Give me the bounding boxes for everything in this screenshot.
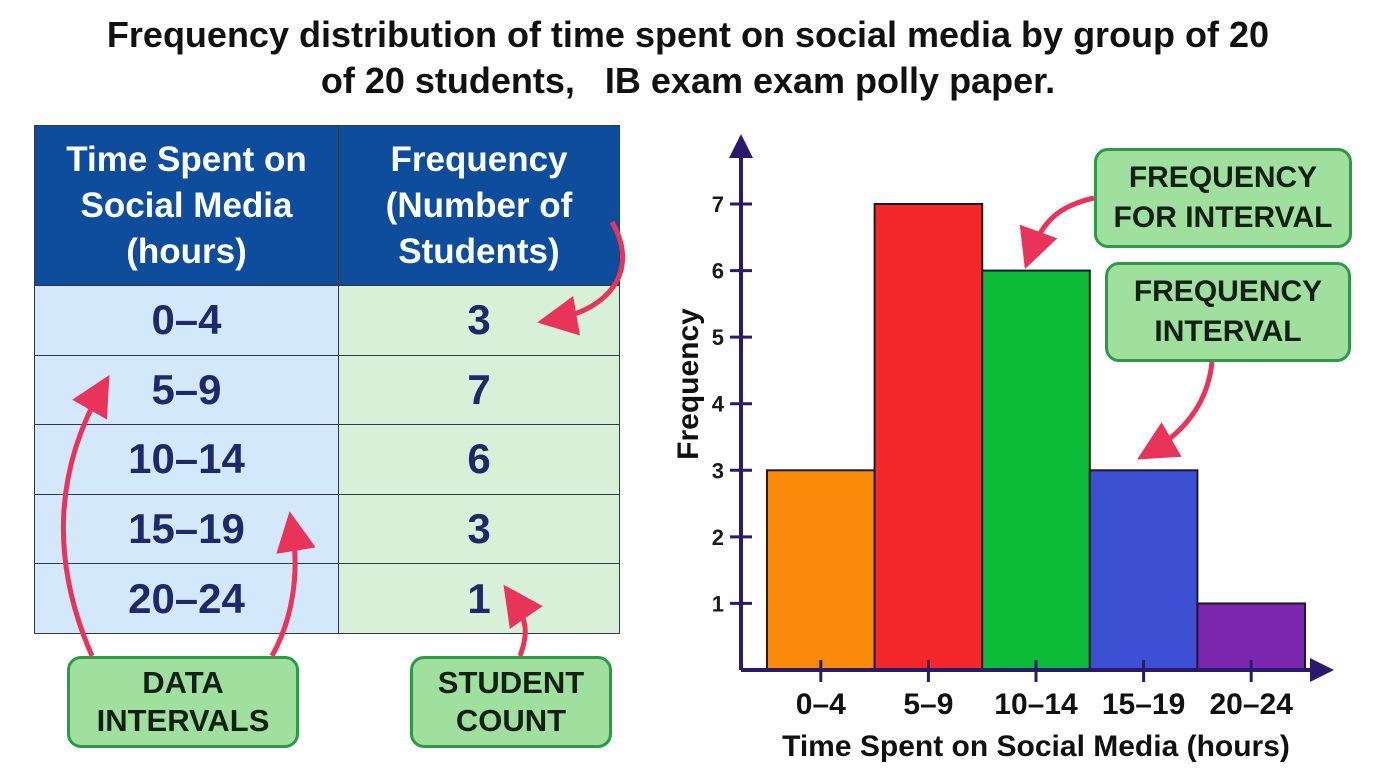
callout-frequency-for-interval: FREQUENCY FOR INTERVAL: [1094, 148, 1352, 248]
callout-data-intervals: DATA INTERVALS: [67, 656, 299, 748]
y-axis-title: Frequency: [672, 308, 705, 460]
interval-cell: 0–4: [34, 285, 339, 356]
arrow-intervals-right: [269, 511, 316, 658]
frequency-table: Time Spent on Social Media (hours) Frequ…: [34, 125, 620, 634]
title-line-1: Frequency distribution of time spent on …: [106, 14, 1270, 55]
y-tick-label: 7: [712, 192, 724, 217]
frequency-cell: 7: [338, 354, 620, 426]
axes-layer: [729, 134, 1334, 682]
y-tick-label: 4: [712, 392, 725, 417]
table-row: 10–14 6: [34, 424, 620, 495]
bar-5–9: [873, 203, 984, 671]
annotation-arrows: [60, 195, 1215, 658]
arrow-frequency-interval: [1137, 361, 1215, 460]
arrow-frequency-for-interval: [1019, 195, 1095, 270]
y-tick-label: 3: [712, 458, 724, 483]
frequency-cell: 1: [338, 563, 620, 634]
arrow-intervals-left: [60, 374, 110, 658]
interval-cell: 20–24: [34, 563, 339, 634]
ticks-layer: 1 2 3 4 5 6 7 0–4 5–9 10–14 15–19 20–24: [712, 192, 1293, 721]
x-tick-label: 20–24: [1209, 688, 1293, 721]
interval-cell: 10–14: [34, 424, 339, 495]
arrow-student-count: [503, 584, 543, 657]
y-tick-label: 1: [712, 591, 724, 616]
x-axis-title: Time Spent on Social Media (hours): [782, 730, 1290, 763]
bars-layer: [766, 203, 1307, 672]
header-frequency: Frequency (Number of Students): [338, 125, 620, 286]
chart-title: Frequency distribution of time spent on …: [0, 12, 1376, 104]
bar-10–14: [981, 269, 1091, 671]
y-tick-label: 6: [712, 259, 724, 284]
y-tick-label: 5: [712, 325, 724, 350]
x-tick-label: 10–14: [994, 688, 1078, 721]
y-tick-label: 2: [712, 525, 724, 550]
bar-0–4: [766, 469, 876, 671]
table-row: 0–4 3: [34, 285, 620, 356]
header-time-spent: Time Spent on Social Media (hours): [34, 125, 339, 286]
table-row: 20–24 1: [34, 563, 620, 634]
arrow-to-first-count: [537, 220, 625, 336]
callout-student-count: STUDENT COUNT: [410, 656, 612, 748]
x-tick-label: 15–19: [1102, 688, 1185, 721]
table-header-row: Time Spent on Social Media (hours) Frequ…: [34, 125, 620, 286]
title-line-2: of 20 students, IB exam exam polly paper…: [320, 60, 1056, 101]
frequency-cell: 3: [338, 493, 620, 565]
bar-15–19: [1088, 469, 1199, 671]
x-tick-label: 5–9: [903, 688, 953, 721]
frequency-cell: 6: [338, 424, 620, 495]
callout-frequency-interval: FREQUENCY INTERVAL: [1105, 262, 1351, 362]
x-tick-label: 0–4: [796, 688, 846, 721]
table-row: 15–19 3: [34, 493, 620, 565]
